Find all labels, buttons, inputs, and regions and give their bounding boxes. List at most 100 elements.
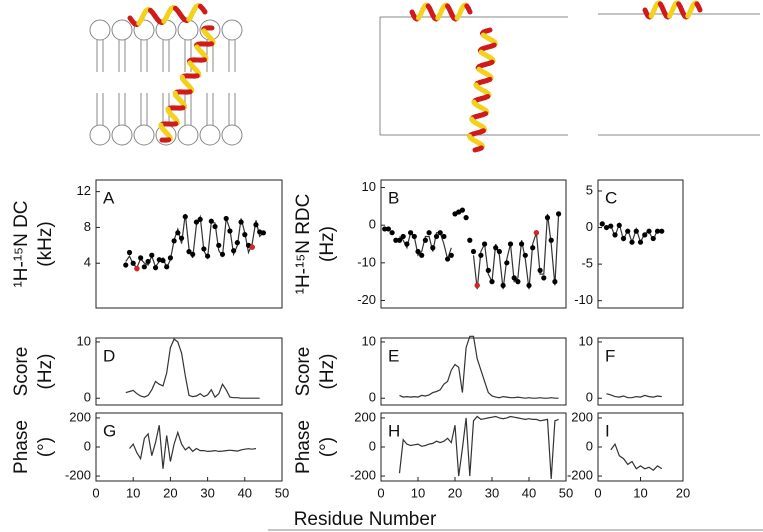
- data-point: [437, 230, 443, 236]
- y-tick-label: 8: [84, 219, 91, 234]
- data-point: [422, 237, 428, 243]
- y-axis-label: (Hz): [35, 354, 56, 390]
- lipid-head: [89, 19, 111, 41]
- y-tick-label: 0: [586, 219, 593, 234]
- data-point: [504, 260, 510, 266]
- y-axis-label: (°): [317, 437, 338, 457]
- data-point: [448, 252, 454, 258]
- data-point: [430, 245, 436, 251]
- plot-frame: [597, 412, 684, 482]
- x-tick-label: 0: [92, 485, 99, 500]
- data-point: [253, 222, 259, 228]
- data-point: [608, 223, 614, 229]
- y-axis-label: (°): [35, 437, 56, 457]
- x-tick-label: 40: [238, 485, 252, 500]
- data-point: [178, 235, 185, 241]
- helix: [200, 6, 208, 15]
- data-point: [441, 233, 447, 240]
- data-point: [500, 282, 506, 289]
- data-point: [526, 282, 532, 289]
- data-point: [404, 241, 410, 247]
- y-tick-label: 0: [369, 390, 376, 405]
- data-point: [182, 214, 188, 220]
- y-tick-label: -5: [581, 256, 593, 271]
- data-line: [399, 213, 560, 290]
- data-point: [385, 226, 391, 232]
- panel-letter: E: [388, 346, 399, 365]
- data-point: [134, 266, 140, 272]
- data-point: [175, 230, 181, 236]
- data-point: [130, 260, 136, 266]
- data-point: [485, 267, 491, 273]
- data-point: [400, 233, 406, 240]
- data-point: [408, 230, 414, 236]
- data-point: [533, 230, 540, 236]
- data-point: [208, 218, 214, 224]
- lipid-head: [221, 124, 243, 146]
- y-tick-label: 0: [84, 390, 91, 405]
- data-point: [519, 241, 525, 247]
- data-point: [231, 248, 237, 254]
- data-point: [507, 241, 514, 247]
- data-point: [234, 240, 240, 246]
- y-tick-label: 0: [369, 217, 376, 232]
- data-point: [411, 233, 417, 240]
- data-point: [212, 223, 218, 230]
- lipid-head: [133, 124, 155, 146]
- data-line: [610, 442, 663, 471]
- data-point: [167, 255, 173, 261]
- helix: [465, 6, 473, 15]
- data-point: [260, 230, 266, 236]
- data-point: [219, 251, 226, 257]
- data-point: [637, 239, 644, 245]
- panel-letter: G: [103, 421, 116, 440]
- panel-letter: H: [388, 421, 400, 440]
- data-point: [620, 235, 627, 242]
- data-point: [152, 265, 159, 271]
- data-point: [646, 228, 652, 234]
- y-axis-label: (kHz): [35, 221, 56, 266]
- data-point: [463, 215, 469, 221]
- y-axis-label: ¹H-¹⁵N DC: [11, 200, 32, 287]
- data-point: [164, 264, 170, 270]
- data-point: [238, 219, 244, 225]
- data-point: [138, 255, 144, 261]
- data-point: [223, 215, 229, 222]
- plot-frame: [95, 179, 283, 309]
- data-point: [193, 219, 200, 225]
- x-tick-label: 0: [594, 485, 601, 500]
- data-point: [459, 207, 465, 213]
- data-point: [496, 248, 502, 255]
- x-axis-label: Residue Number: [294, 509, 437, 530]
- data-point: [541, 275, 547, 281]
- data-line: [129, 425, 257, 469]
- y-axis-label: Score: [293, 347, 314, 397]
- panel-letter: B: [388, 188, 399, 207]
- data-point: [511, 275, 517, 281]
- data-point: [599, 221, 605, 227]
- lipid-head: [133, 19, 155, 41]
- y-tick-label: 0: [84, 438, 91, 453]
- data-point: [629, 239, 635, 245]
- data-point: [382, 226, 388, 232]
- x-tick-label: 10: [411, 485, 425, 500]
- y-tick-label: -20: [357, 292, 376, 307]
- data-point: [227, 228, 233, 234]
- data-point: [242, 232, 248, 238]
- data-point: [396, 237, 403, 243]
- y-tick-label: -200: [65, 467, 91, 482]
- y-tick-label: -10: [574, 292, 593, 307]
- y-tick-label: 0: [369, 438, 376, 453]
- data-line: [125, 338, 260, 399]
- y-tick-label: 10: [77, 333, 91, 348]
- data-point: [612, 232, 618, 238]
- data-point: [445, 256, 451, 262]
- panel-letter: F: [605, 346, 615, 365]
- y-tick-label: -200: [350, 467, 376, 482]
- y-tick-label: -10: [357, 254, 376, 269]
- lipid-head: [199, 124, 221, 146]
- data-point: [149, 252, 155, 258]
- data-point: [650, 235, 656, 242]
- x-tick-label: 30: [200, 485, 214, 500]
